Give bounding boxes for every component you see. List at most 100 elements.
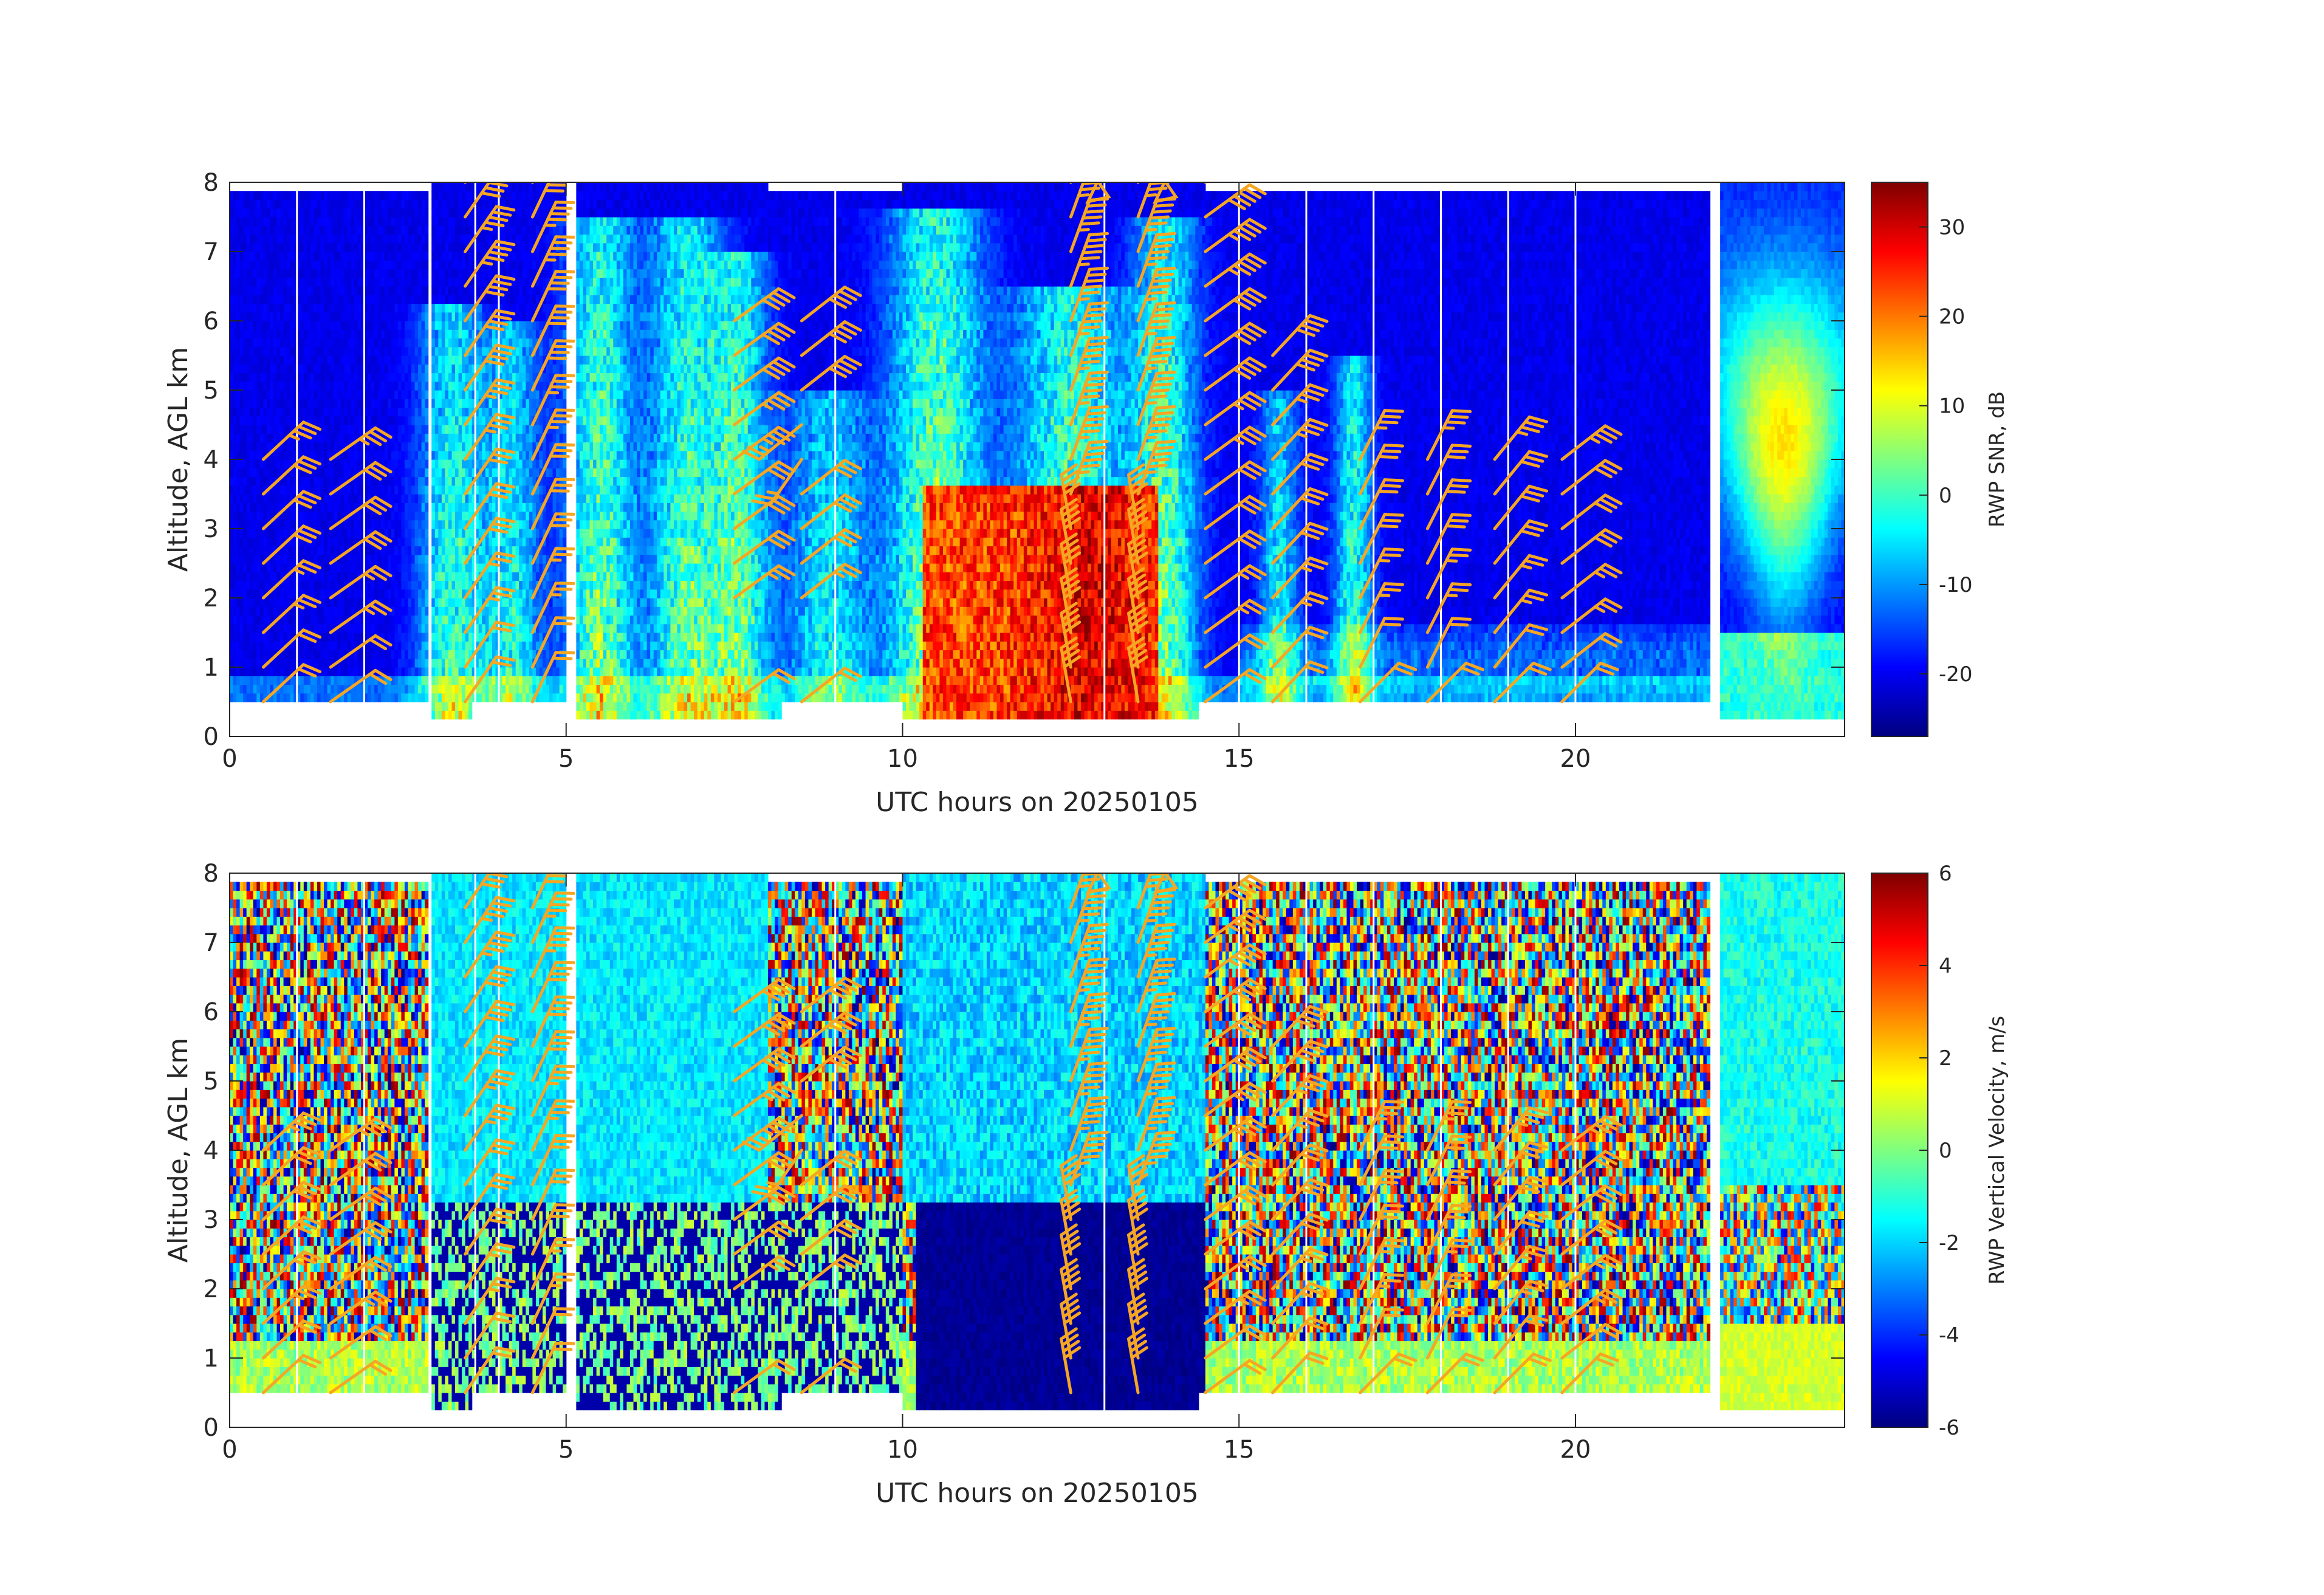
heat-cell	[371, 225, 375, 235]
heat-cell	[381, 459, 385, 468]
heat-cell	[334, 606, 338, 616]
heat-cell	[431, 693, 436, 702]
heat-cell	[360, 338, 365, 348]
heat-cell	[337, 667, 341, 676]
heat-cell	[418, 598, 422, 607]
heat-cell	[283, 546, 287, 555]
heat-cell	[250, 295, 254, 304]
heat-cell	[253, 623, 257, 633]
heat-cell	[250, 693, 254, 702]
heat-cell	[448, 563, 453, 572]
heat-cell	[351, 390, 355, 399]
heat-cell	[465, 580, 469, 590]
heat-cell	[455, 468, 459, 478]
heat-cell	[293, 269, 298, 278]
heat-cell	[485, 520, 489, 529]
heat-cell	[360, 346, 365, 356]
heat-cell	[404, 450, 409, 460]
heat-cell	[307, 303, 311, 313]
heat-cell	[384, 572, 388, 581]
heat-cell	[408, 416, 412, 425]
heat-cell	[263, 676, 267, 685]
heat-cell	[256, 242, 261, 252]
heat-cell	[451, 269, 456, 278]
heat-cell	[290, 399, 294, 408]
heat-cell	[354, 372, 358, 382]
heat-cell	[455, 217, 459, 226]
heat-cell	[334, 355, 338, 365]
heat-cell	[230, 554, 234, 564]
heat-cell	[492, 355, 496, 365]
heat-cell	[314, 598, 318, 607]
heat-cell	[462, 252, 466, 261]
heat-cell	[276, 321, 281, 330]
heat-cell	[465, 225, 469, 235]
heat-cell	[307, 676, 311, 685]
heat-cell	[351, 598, 355, 607]
heat-cell	[331, 217, 335, 226]
heat-cell	[307, 286, 311, 295]
heat-cell	[320, 416, 324, 425]
heat-cell	[448, 191, 453, 201]
heat-cell	[270, 372, 274, 382]
heat-cell	[448, 606, 453, 616]
heat-cell	[485, 684, 489, 694]
heat-cell	[492, 372, 496, 382]
heat-cell	[414, 537, 419, 547]
heat-cell	[354, 572, 358, 581]
heat-cell	[495, 572, 499, 581]
heat-cell	[485, 615, 489, 625]
heat-cell	[475, 511, 479, 521]
heat-cell	[502, 503, 506, 512]
heat-cell	[458, 710, 462, 720]
heat-cell	[475, 485, 479, 495]
heat-cell	[263, 580, 267, 590]
heat-cell	[411, 277, 416, 287]
heat-cell	[300, 303, 304, 313]
heat-cell	[445, 416, 449, 425]
heat-cell	[388, 450, 392, 460]
heat-cell	[239, 520, 244, 529]
heat-cell	[499, 225, 503, 235]
heat-cell	[243, 390, 247, 399]
heat-cell	[327, 303, 331, 313]
heat-cell	[451, 633, 456, 642]
heat-cell	[458, 546, 462, 555]
heat-cell	[431, 710, 436, 720]
heat-cell	[324, 269, 328, 278]
heat-cell	[236, 554, 241, 564]
heat-cell	[354, 693, 358, 702]
heat-cell	[475, 633, 479, 642]
heat-cell	[512, 286, 516, 295]
heat-cell	[418, 269, 422, 278]
heat-cell	[246, 693, 250, 702]
heat-cell	[374, 503, 379, 512]
heat-cell	[431, 381, 436, 391]
heat-cell	[455, 381, 459, 391]
heat-cell	[357, 252, 362, 261]
heat-cell	[482, 650, 486, 659]
heat-cell	[253, 667, 257, 676]
heat-cell	[273, 416, 278, 425]
heat-cell	[397, 303, 402, 313]
heat-cell	[300, 407, 304, 417]
heat-cell	[290, 303, 294, 313]
heat-cell	[310, 693, 315, 702]
heat-cell	[434, 615, 439, 625]
heat-cell	[303, 234, 307, 244]
heat-cell	[307, 476, 311, 486]
heat-cell	[334, 416, 338, 425]
heat-cell	[256, 269, 261, 278]
heat-cell	[327, 372, 331, 382]
heat-cell	[475, 321, 479, 330]
heat-cell	[263, 329, 267, 339]
heat-cell	[458, 252, 462, 261]
heat-cell	[314, 641, 318, 651]
heat-cell	[509, 442, 513, 451]
heat-cell	[421, 312, 425, 321]
heat-cell	[331, 503, 335, 512]
heat-cell	[485, 208, 489, 218]
heat-cell	[431, 182, 436, 191]
heat-cell	[478, 633, 482, 642]
heat-cell	[320, 381, 324, 391]
